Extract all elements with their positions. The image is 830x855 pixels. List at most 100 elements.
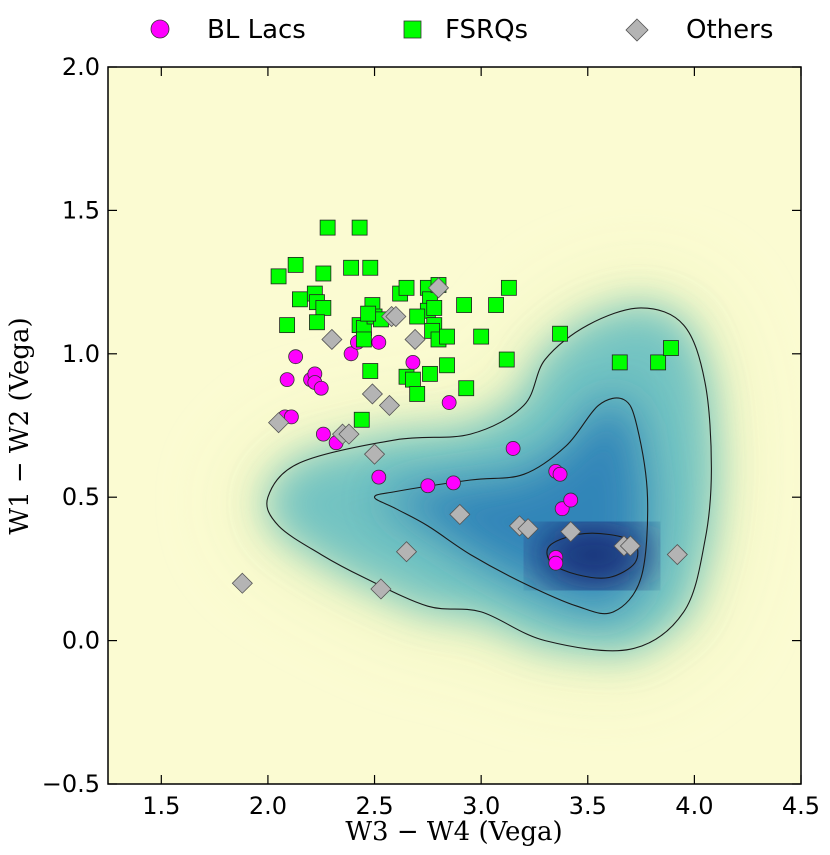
point-fsrq <box>426 300 443 316</box>
point-fsrq <box>398 279 415 296</box>
point-bl-lac <box>283 409 299 425</box>
point-other <box>268 412 290 434</box>
point-fsrq <box>422 365 438 382</box>
series-bl-lacs <box>277 329 579 571</box>
point-other <box>404 328 426 351</box>
series-others <box>231 277 688 600</box>
x-tick-label: 2.5 <box>355 792 393 820</box>
point-bl-lac <box>552 466 568 482</box>
point-fsrq <box>439 357 455 374</box>
point-other <box>378 394 401 416</box>
y-tick-label: 1.5 <box>62 196 100 224</box>
y-tick-label: −0.5 <box>42 770 100 798</box>
point-fsrq <box>270 268 287 285</box>
point-bl-lac <box>548 555 564 571</box>
point-other <box>231 572 253 594</box>
point-other <box>666 543 688 566</box>
point-fsrq <box>360 305 377 322</box>
point-fsrq <box>292 291 308 308</box>
legend-item-bl-lacs: BL Lacs <box>150 15 306 45</box>
point-fsrq <box>473 328 490 345</box>
point-bl-lac <box>371 469 387 485</box>
point-fsrq <box>351 219 368 236</box>
legend-item-fsrqs: FSRQs <box>403 15 528 45</box>
data-points <box>231 219 688 600</box>
y-tick-label: 2.0 <box>62 53 100 81</box>
legend: BL Lacs FSRQs Others <box>150 15 773 45</box>
point-fsrq <box>488 297 504 313</box>
point-bl-lac <box>563 492 579 508</box>
point-fsrq <box>362 363 379 379</box>
point-fsrq <box>409 308 426 325</box>
x-tick-label: 2.0 <box>249 792 287 820</box>
point-other <box>338 423 360 445</box>
point-fsrq <box>287 256 304 273</box>
point-bl-lac <box>371 334 387 350</box>
x-tick-label: 4.5 <box>782 792 820 820</box>
point-fsrq <box>611 354 628 371</box>
point-fsrq <box>309 314 325 331</box>
point-other <box>385 305 407 328</box>
point-bl-lac <box>288 349 304 365</box>
point-fsrq <box>650 354 667 371</box>
point-bl-lac <box>315 426 331 442</box>
point-fsrq <box>405 371 421 388</box>
point-fsrq <box>663 340 679 356</box>
point-fsrq <box>319 219 336 236</box>
legend-label-others: Others <box>686 15 773 45</box>
legend-label-bl-lacs: BL Lacs <box>207 15 306 45</box>
contour-outer <box>266 307 712 652</box>
point-fsrq <box>409 386 426 402</box>
point-other <box>517 518 539 540</box>
point-fsrq <box>362 259 379 276</box>
legend-label-fsrqs: FSRQs <box>445 15 528 45</box>
point-fsrq <box>456 297 472 313</box>
contour-middle <box>373 397 649 615</box>
point-bl-lac <box>279 372 295 388</box>
point-other <box>560 521 582 543</box>
point-fsrq <box>498 351 515 368</box>
point-fsrq <box>355 331 372 348</box>
point-fsrq <box>315 300 332 316</box>
point-fsrq <box>500 279 517 296</box>
x-tick-label: 3.5 <box>569 792 607 820</box>
density-background <box>108 67 801 784</box>
point-bl-lac <box>343 346 359 362</box>
point-other <box>395 541 418 563</box>
x-tick-label: 3.0 <box>462 792 500 820</box>
point-bl-lac <box>313 380 329 396</box>
legend-marker-bl-lacs <box>150 19 170 39</box>
series-fsrqs <box>270 219 679 428</box>
y-tick-label: 0.0 <box>62 627 100 655</box>
point-bl-lac <box>505 441 521 456</box>
legend-marker-others <box>625 18 649 42</box>
legend-marker-fsrqs <box>403 20 422 39</box>
point-other <box>361 383 383 405</box>
point-fsrq <box>439 328 455 345</box>
x-axis-label: W3 − W4 (Vega) <box>345 817 562 847</box>
y-axis-label: W1 − W2 (Vega) <box>5 317 35 534</box>
x-tick-label: 1.5 <box>142 792 180 820</box>
plot-frame <box>107 66 802 785</box>
point-bl-lac <box>405 355 421 370</box>
point-other <box>427 277 450 299</box>
x-tick-label: 4.0 <box>675 792 713 820</box>
point-fsrq <box>458 380 475 397</box>
point-other <box>449 503 471 525</box>
point-other <box>619 535 641 557</box>
point-fsrq <box>353 411 370 428</box>
point-bl-lac <box>441 395 457 410</box>
legend-item-others: Others <box>625 15 773 45</box>
y-tick-label: 0.5 <box>62 483 100 511</box>
point-bl-lac <box>420 478 436 494</box>
axis-ticks: 1.5 2.0 2.5 3.0 3.5 4.0 4.5 −0.5 0.0 0.5 1.0 1.5 2.0 <box>42 53 820 820</box>
point-fsrq <box>279 317 296 334</box>
point-fsrq <box>315 265 332 282</box>
y-tick-label: 1.0 <box>62 340 100 368</box>
point-other <box>363 443 386 465</box>
point-other <box>321 328 343 351</box>
point-other <box>370 578 392 600</box>
point-fsrq <box>343 259 359 276</box>
point-fsrq <box>552 325 568 342</box>
